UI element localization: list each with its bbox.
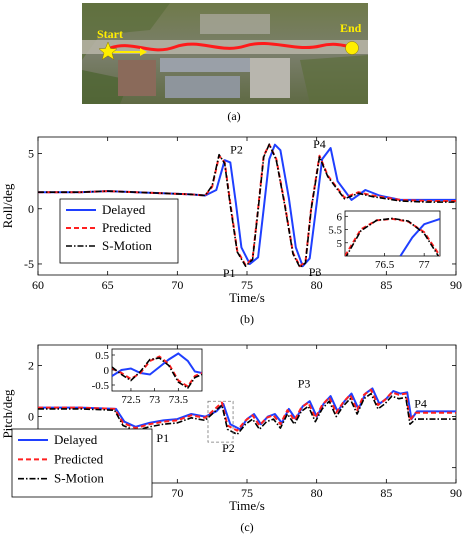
end-label: End (340, 21, 362, 35)
x-tick-label: 85 (380, 486, 392, 500)
vegetation-area (82, 3, 170, 60)
y-tick-label: -5 (24, 257, 34, 271)
chart-pitch: 60657075808590-202Time/sPitch/deg(c)P1P2… (0, 344, 462, 534)
building (200, 14, 270, 34)
annotation-p3: P3 (309, 265, 322, 279)
end-marker-icon (345, 41, 359, 55)
panel-caption: (b) (240, 312, 254, 326)
inset-y-tick-label: 0 (104, 365, 110, 377)
y-axis-label: Pitch/deg (0, 389, 15, 439)
y-tick-label: 0 (28, 202, 34, 216)
route-path (109, 41, 353, 52)
chart-roll: 60 65 70 75 80 85 90-505Time/sRoll/deg(b)P1P2P… (0, 136, 462, 326)
inset-x-tick-label: 72.5 (121, 394, 141, 406)
legend-entry: Predicted (102, 220, 152, 235)
start-star-icon (98, 41, 118, 61)
series-line-predicted (38, 388, 456, 432)
inset-series-s-motion (112, 357, 202, 390)
vegetation-area (300, 55, 368, 104)
inset-x-tick-label: 77 (419, 259, 431, 271)
y-tick-label: 5 (28, 147, 34, 161)
inset-x-tick-label: 73.5 (169, 394, 189, 406)
x-axis-label: Time/s (229, 498, 265, 513)
inset-x-tick-label: 73 (149, 394, 161, 406)
inset-y-tick-label: 6 (337, 211, 343, 223)
x-tick-label: 90 (450, 278, 462, 292)
inset-x-tick-label: 76.5 (375, 259, 395, 271)
legend-entry: S-Motion (54, 471, 104, 486)
building (160, 58, 255, 72)
inset-y-tick-label: 0.5 (95, 350, 109, 362)
zoom-region (207, 400, 234, 443)
annotation-p2: P2 (230, 143, 243, 157)
building (118, 60, 156, 96)
inset-y-tick-label: 5.5 (328, 225, 342, 237)
x-tick-label: 80 (311, 486, 323, 500)
series-line-s-motion (38, 143, 456, 269)
x-tick-label: 70 (171, 278, 183, 292)
inset-series-predicted (112, 355, 202, 388)
y-tick-label: 0 (28, 410, 34, 424)
annotation-p1: P1 (156, 431, 169, 445)
x-tick-label: 75 (241, 486, 253, 500)
inset-y-tick-label: 5 (337, 238, 343, 250)
start-label: Start (97, 27, 123, 41)
x-tick-label: 85 (380, 278, 392, 292)
x-axis-label: Time/s (229, 290, 265, 305)
inset-y-tick-label: -0.5 (92, 380, 110, 392)
inset-series-delayed (399, 217, 440, 256)
annotation-p3: P3 (298, 377, 311, 391)
building (165, 76, 240, 98)
legend-entry: Delayed (54, 432, 98, 447)
annotation-p4: P4 (313, 137, 326, 151)
building (250, 58, 290, 98)
inset-plot: 72.5 73 73.5 0.5 0 -0.5 (92, 348, 203, 406)
inset-series-s-motion (345, 217, 440, 256)
series-line-s-motion (38, 392, 456, 436)
annotation-p1: P1 (223, 266, 236, 280)
legend-entry: Predicted (54, 451, 104, 466)
direction-arrow-head (140, 48, 147, 56)
panel-caption: (c) (240, 520, 253, 534)
legend-entry: S-Motion (102, 238, 152, 253)
x-tick-label: 70 (171, 486, 183, 500)
panel-a: Start End (82, 3, 368, 104)
x-tick-label: 90 (450, 486, 462, 500)
x-tick-label: 65 (102, 278, 114, 292)
annotation-p4: P4 (414, 396, 427, 410)
inset-plot: 76.5 77 55.5 6 (328, 210, 441, 271)
y-axis-label: Roll/deg (0, 183, 15, 228)
series-line-delayed (38, 387, 456, 431)
x-tick-label: 60 (32, 278, 44, 292)
annotation-p2: P2 (222, 441, 235, 455)
x-tick-label: 75 (241, 278, 253, 292)
caption-a: (a) (227, 109, 240, 123)
x-tick-label: 80 (311, 278, 323, 292)
y-tick-label: 2 (28, 358, 34, 372)
inset-series-delayed (112, 352, 202, 377)
legend-entry: Delayed (102, 202, 146, 217)
